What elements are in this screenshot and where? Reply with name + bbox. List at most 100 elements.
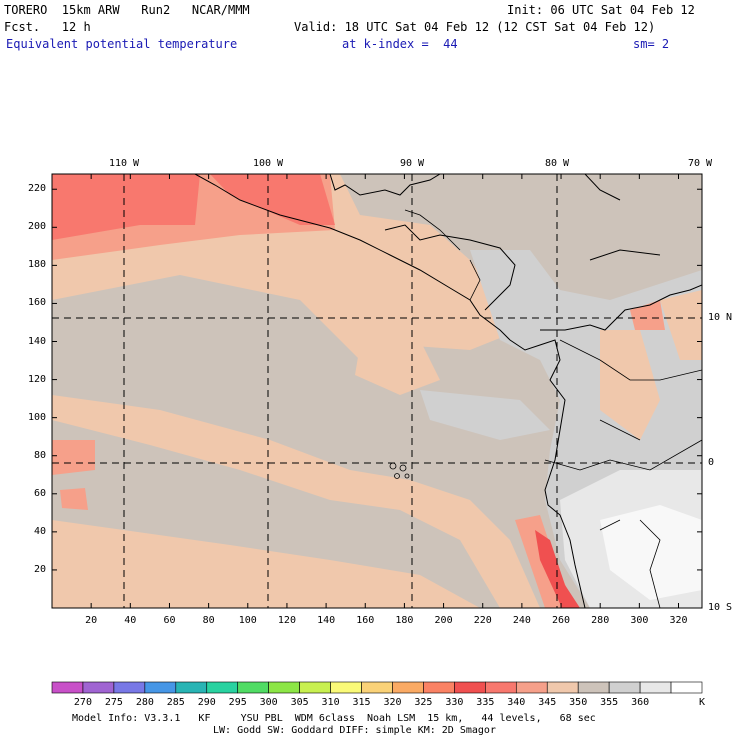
tick-marks (52, 174, 702, 608)
colorbar-level: 270 (73, 697, 92, 708)
colorbar-swatch (82, 681, 115, 694)
colorbar-swatch (361, 681, 393, 694)
colorbar-level: 300 (259, 697, 278, 708)
y-tick-label: 200 (27, 221, 46, 233)
colorbar-swatch (330, 681, 362, 694)
x-tick-label: 40 (124, 615, 137, 626)
field-350-ocean (420, 390, 550, 440)
colorbar-level: 290 (197, 697, 216, 708)
lat-label: 10 S (708, 602, 733, 613)
x-tick-label: 260 (552, 615, 571, 626)
field-340-central (355, 340, 440, 395)
field-340-amazon (600, 330, 660, 440)
lon-label: 110 W (108, 158, 140, 169)
colorbar-swatch (51, 681, 84, 694)
colorbar-swatch (577, 681, 610, 694)
colorbar-level: 350 (569, 697, 588, 708)
physics-info: LW: Godd SW: Goddard DIFF: simple KM: 2D… (213, 725, 496, 736)
y-tick-label: 160 (27, 297, 46, 309)
colorbar-level: 315 (352, 697, 371, 708)
colorbar-swatch (175, 681, 208, 694)
x-tick-label: 200 (434, 615, 453, 626)
colorbar-level: 295 (228, 697, 247, 708)
colorbar-swatch (299, 681, 331, 694)
colorbar-level: 335 (476, 697, 495, 708)
x-tick-label: 20 (85, 615, 98, 626)
colorbar-level: 320 (383, 697, 402, 708)
x-tick-label: 80 (202, 615, 215, 626)
model-info: Model Info: V3.3.1 KF YSU PBL WDM 6class… (72, 713, 596, 724)
colorbar-swatch (608, 681, 641, 694)
colorbar-unit: K (699, 697, 706, 708)
colorbar-swatch (113, 681, 146, 694)
colorbar-level: 275 (104, 697, 123, 708)
x-tick-label: 240 (512, 615, 531, 626)
model-title: TORERO 15km ARW Run2 NCAR/MMM (4, 3, 250, 17)
field-340-ne (660, 290, 702, 360)
smoothing: sm= 2 (633, 37, 670, 51)
colorbar-swatch (144, 681, 177, 694)
colorbar-level: 330 (445, 697, 464, 708)
lon-label: 80 W (544, 158, 570, 169)
y-tick-label: 80 (33, 449, 46, 461)
colorbar-level: 325 (414, 697, 433, 708)
y-tick-label: 60 (33, 487, 46, 499)
x-tick-label: 220 (473, 615, 492, 626)
k-index: at k-index = 44 (342, 37, 458, 51)
x-tick-label: 280 (591, 615, 610, 626)
x-tick-label: 320 (669, 615, 688, 626)
colorbar-swatch (485, 681, 517, 694)
colorbar-level: 285 (166, 697, 185, 708)
plot-frame (51, 173, 703, 609)
colorbar-level: 355 (600, 697, 619, 708)
field-360-andes (600, 505, 702, 600)
x-tick-label: 60 (163, 615, 176, 626)
colorbar (51, 681, 703, 694)
lat-label: 10 N (708, 312, 733, 323)
x-tick-label: 300 (630, 615, 649, 626)
colorbar-swatch (454, 681, 486, 694)
y-tick-label: 220 (27, 183, 46, 195)
colorbar-level: 310 (321, 697, 340, 708)
colorbar-swatch (639, 681, 672, 694)
borders (404, 209, 702, 608)
x-tick-label: 160 (356, 615, 375, 626)
colorbar-level: 340 (507, 697, 526, 708)
y-tick-label: 180 (27, 259, 46, 271)
lon-label: 70 W (687, 158, 713, 169)
lat-label: 0 (708, 457, 715, 468)
graticule (52, 174, 702, 608)
y-tick-label: 140 (27, 335, 46, 347)
lon-label: 90 W (399, 158, 425, 169)
field-330-nw (52, 174, 200, 240)
coastlines (194, 174, 702, 608)
init-time: Init: 06 UTC Sat 04 Feb 12 (507, 3, 695, 17)
x-tick-label: 120 (277, 615, 296, 626)
colorbar-level: 305 (290, 697, 309, 708)
colorbar-swatch (423, 681, 455, 694)
map-fields (52, 174, 702, 608)
colorbar-swatch (237, 681, 269, 694)
x-tick-label: 140 (317, 615, 336, 626)
colorbar-level: 280 (135, 697, 154, 708)
x-tick-label: 180 (395, 615, 414, 626)
field-335-west (52, 440, 95, 475)
field-name: Equivalent potential temperature (6, 37, 238, 51)
forecast-hour: Fcst. 12 h (4, 20, 91, 34)
field-340-band2 (52, 520, 480, 608)
y-tick-label: 20 (33, 563, 46, 575)
lon-label: 100 W (252, 158, 284, 169)
colorbar-swatch (515, 681, 548, 694)
valid-time: Valid: 18 UTC Sat 04 Feb 12 (12 CST Sat … (294, 20, 656, 34)
field-335-west2 (60, 488, 88, 510)
field-330-peru (535, 530, 580, 608)
colorbar-level: 360 (631, 697, 650, 708)
y-tick-label: 100 (27, 411, 46, 423)
colorbar-level: 345 (538, 697, 557, 708)
colorbar-swatch (546, 681, 579, 694)
y-tick-label: 40 (33, 525, 46, 537)
y-tick-label: 120 (27, 373, 46, 385)
colorbar-swatch (670, 681, 703, 694)
colorbar-swatch (206, 681, 239, 694)
x-tick-label: 100 (238, 615, 257, 626)
